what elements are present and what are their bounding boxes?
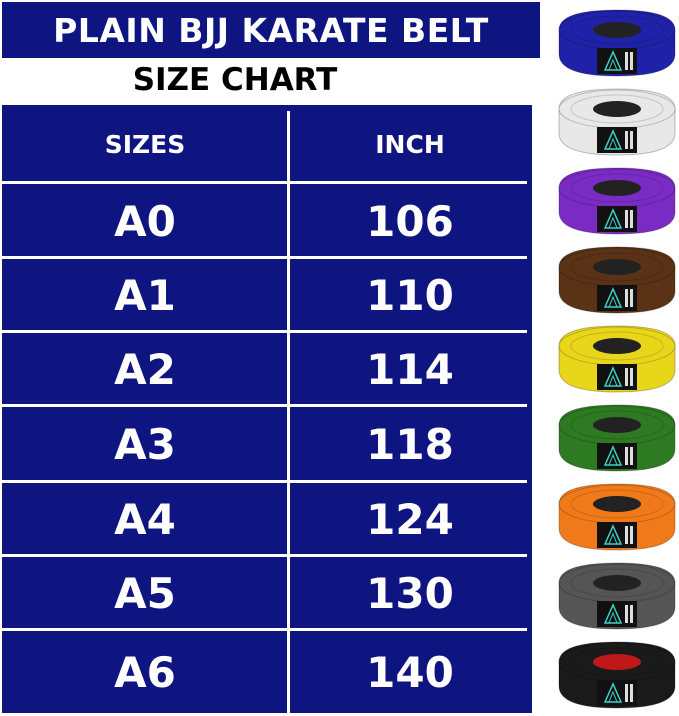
brand-logo-icon	[603, 445, 633, 466]
inch-cell: 106	[366, 196, 454, 246]
table-row: A0 106	[2, 184, 532, 258]
title-banner: PLAIN BJJ KARATE BELT	[2, 2, 540, 58]
size-cell: A4	[114, 495, 176, 544]
table-header-row: SIZES INCH	[2, 105, 532, 183]
header-sizes: SIZES	[104, 129, 186, 159]
table-row: A2 114	[2, 333, 532, 406]
inch-cell: 114	[366, 345, 454, 394]
brand-logo-icon	[603, 682, 633, 703]
size-cell: A2	[114, 345, 176, 394]
size-cell: A5	[114, 569, 176, 618]
belt-image	[555, 83, 679, 159]
size-cell: A3	[114, 420, 176, 469]
size-cell: A1	[114, 271, 176, 320]
table-row: A3 118	[2, 407, 532, 482]
row-divider	[2, 181, 527, 184]
brand-logo-icon	[603, 524, 633, 545]
table-row: A1 110	[2, 259, 532, 332]
table-row: A6 140	[2, 631, 532, 713]
belt-image	[555, 636, 679, 712]
inch-cell: 140	[366, 647, 454, 697]
row-divider	[2, 330, 527, 333]
belt-image	[555, 557, 679, 633]
size-chart-table: SIZES INCH A0 106 A1 110 A2 114 A3 118 A4 12…	[2, 105, 532, 713]
row-divider	[2, 404, 527, 407]
table-row: A4 124	[2, 483, 532, 556]
belt-images	[550, 0, 679, 713]
belt-image	[555, 4, 679, 80]
size-cell: A0	[114, 196, 176, 246]
brand-logo-icon	[603, 208, 633, 229]
inch-cell: 118	[366, 420, 454, 469]
belt-image	[555, 320, 679, 396]
row-divider	[2, 480, 527, 483]
brand-logo-icon	[603, 50, 633, 71]
size-cell: A6	[114, 647, 176, 697]
header-inch: INCH	[375, 129, 445, 159]
belt-image	[555, 162, 679, 238]
brand-logo-icon	[603, 129, 633, 150]
belt-image	[555, 399, 679, 475]
belt-image	[555, 478, 679, 554]
row-divider	[2, 554, 527, 557]
belt-image	[555, 241, 679, 317]
table-row: A5 130	[2, 557, 532, 630]
title: PLAIN BJJ KARATE BELT	[53, 10, 489, 50]
column-divider	[287, 111, 290, 713]
brand-logo-icon	[603, 287, 633, 308]
inch-cell: 110	[366, 271, 454, 320]
brand-logo-icon	[603, 603, 633, 624]
inch-cell: 124	[366, 495, 454, 544]
brand-logo-icon	[603, 366, 633, 387]
inch-cell: 130	[366, 569, 454, 618]
subtitle: SIZE CHART	[132, 62, 338, 98]
row-divider	[2, 256, 527, 259]
row-divider	[2, 628, 527, 631]
